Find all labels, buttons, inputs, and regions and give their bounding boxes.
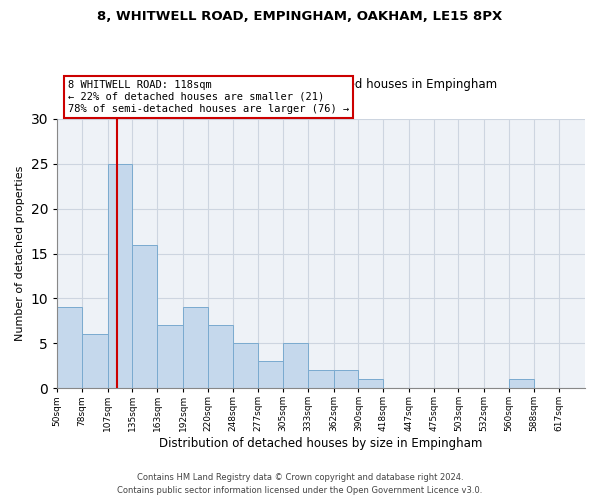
Y-axis label: Number of detached properties: Number of detached properties xyxy=(15,166,25,341)
Bar xyxy=(183,308,208,388)
Bar xyxy=(334,370,358,388)
Bar xyxy=(283,344,308,388)
Text: Contains HM Land Registry data © Crown copyright and database right 2024.
Contai: Contains HM Land Registry data © Crown c… xyxy=(118,474,482,495)
Bar xyxy=(208,326,233,388)
Bar xyxy=(358,379,383,388)
Title: Size of property relative to detached houses in Empingham: Size of property relative to detached ho… xyxy=(145,78,497,92)
Bar xyxy=(107,164,133,388)
Text: 8, WHITWELL ROAD, EMPINGHAM, OAKHAM, LE15 8PX: 8, WHITWELL ROAD, EMPINGHAM, OAKHAM, LE1… xyxy=(97,10,503,23)
Bar xyxy=(133,244,157,388)
X-axis label: Distribution of detached houses by size in Empingham: Distribution of detached houses by size … xyxy=(160,437,483,450)
Bar xyxy=(308,370,334,388)
Bar xyxy=(157,326,183,388)
Bar xyxy=(509,379,533,388)
Bar xyxy=(258,361,283,388)
Text: 8 WHITWELL ROAD: 118sqm
← 22% of detached houses are smaller (21)
78% of semi-de: 8 WHITWELL ROAD: 118sqm ← 22% of detache… xyxy=(68,80,349,114)
Bar xyxy=(82,334,107,388)
Bar xyxy=(233,344,258,388)
Bar xyxy=(57,308,82,388)
